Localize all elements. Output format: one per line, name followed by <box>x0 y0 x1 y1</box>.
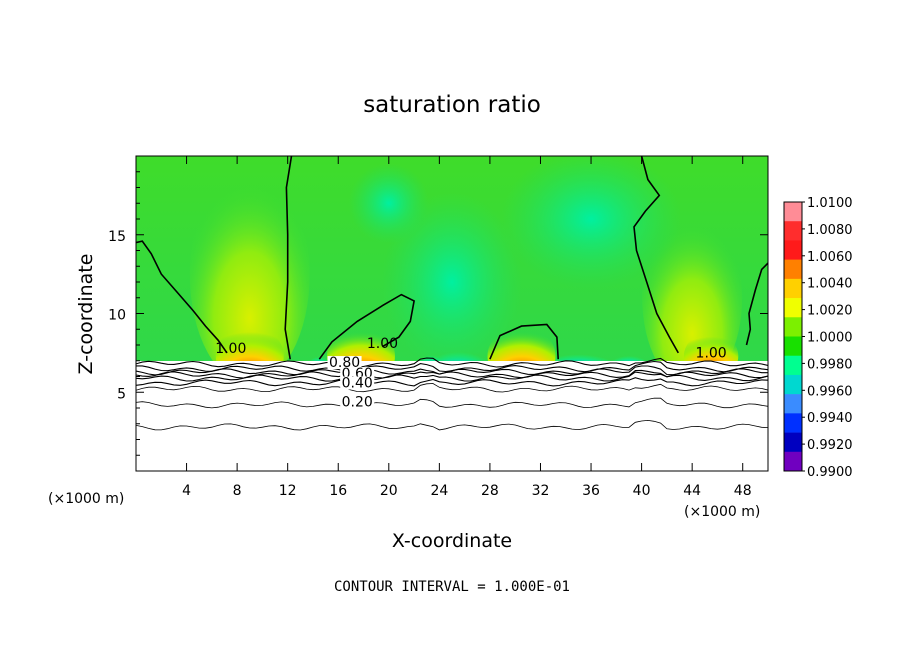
colorbar-swatch <box>784 221 802 241</box>
contour-lower-7 <box>136 397 768 409</box>
colorbar-label: 1.0060 <box>807 250 853 265</box>
colorbar-label: 1.0100 <box>807 196 853 211</box>
colorbar-swatch <box>784 240 802 260</box>
y-tick-label: 15 <box>108 229 126 245</box>
contour-lower-2 <box>136 365 768 376</box>
contour-lower-0 <box>136 357 768 368</box>
contour-label-0p80: 0.80 <box>329 355 360 371</box>
colorbar-swatch <box>784 374 802 395</box>
x-tick-label: 36 <box>582 483 600 499</box>
contour-label-bg <box>340 395 375 409</box>
contour-1p00-2 <box>318 293 415 360</box>
subsaturated-haze-0 <box>382 192 522 372</box>
contour-1p00-1 <box>284 156 293 360</box>
x-tick-label: 20 <box>380 483 398 499</box>
colorbar-label: 0.9980 <box>807 357 853 372</box>
contour-label-0p40: 0.40 <box>342 376 373 392</box>
x-unit-label-right: (×1000 m) <box>684 504 760 520</box>
contour-label-bg <box>340 376 375 390</box>
x-tick-label: 4 <box>182 483 191 499</box>
y-axis-title: Z-coordinate <box>75 254 97 375</box>
x-axis-title: X-coordinate <box>392 530 512 552</box>
colorbar-label: 1.0000 <box>807 331 853 346</box>
x-tick-label: 32 <box>532 483 550 499</box>
colorbar-label: 0.9960 <box>807 384 853 399</box>
contour-lower-8 <box>136 419 768 431</box>
contour-1p00-0 <box>136 240 228 354</box>
contour-lower-3 <box>136 369 768 379</box>
colorbar-swatch <box>784 432 802 453</box>
contour-label-1p00: 1.00 <box>696 346 727 362</box>
x-tick-label: 44 <box>683 483 701 499</box>
colorbar-swatch <box>784 278 802 299</box>
y-tick-label: 5 <box>117 386 126 402</box>
contour-label-1p00: 1.00 <box>367 336 398 352</box>
contour-lower-4 <box>136 371 768 382</box>
x-tick-label: 16 <box>329 483 347 499</box>
colorbar-label: 0.9900 <box>807 465 853 480</box>
plot-area: 1.00 1.001.000.800.600.400.20 <box>136 156 768 471</box>
contour-labels: 1.00 1.001.000.800.600.400.20 <box>215 336 727 410</box>
x-tick-label: 12 <box>279 483 297 499</box>
subsaturated-haze-1 <box>501 156 682 289</box>
colorbar-swatch <box>784 259 802 280</box>
contour-label-1p00: 1.00 <box>215 341 246 357</box>
subsaturated-haze-2 <box>348 163 429 244</box>
contour-interval-note: CONTOUR INTERVAL = 1.000E-01 <box>334 579 570 595</box>
colorbar-swatch <box>784 355 802 376</box>
chart-title: saturation ratio <box>363 92 541 118</box>
colorbar-swatch <box>784 317 802 337</box>
contour-lines <box>136 156 768 431</box>
colorbar-label: 1.0040 <box>807 277 853 292</box>
contour-label-bg <box>327 356 362 370</box>
contour-1p00-5 <box>745 262 768 346</box>
x-tick-label: 40 <box>633 483 651 499</box>
colorbar-label: 1.0080 <box>807 223 853 238</box>
dry-layer <box>136 361 768 471</box>
contour-lower-6 <box>136 383 768 393</box>
contour-lower-5 <box>136 377 768 387</box>
x-axis: 4 8 12 16 20 24 28 32 36 40 44 48 <box>182 156 752 499</box>
colorbar-swatch <box>784 394 802 414</box>
colorbar-swatch <box>784 202 802 222</box>
colorbar-swatch <box>784 451 802 472</box>
contour-1p00-3 <box>489 323 559 360</box>
colorbar-label: 1.0020 <box>807 304 853 319</box>
contour-1p00-4 <box>633 156 679 354</box>
contour-label-0p20: 0.20 <box>342 394 373 410</box>
x-unit-label: (×1000 m) <box>48 491 124 507</box>
x-tick-label: 8 <box>233 483 242 499</box>
colorbar: 1.0100 1.0080 1.0060 1.0040 1.0020 1.0000 0.99… <box>783 196 853 480</box>
colorbar-swatch <box>784 298 802 318</box>
colorbar-swatch <box>784 336 802 357</box>
x-tick-label: 28 <box>481 483 499 499</box>
colorbar-label: 0.9940 <box>807 411 853 426</box>
moist-haze-0 <box>189 164 310 385</box>
colorbar-swatch <box>784 413 802 433</box>
x-tick-label: 48 <box>734 483 752 499</box>
y-tick-label: 10 <box>108 308 126 324</box>
x-tick-label: 24 <box>430 483 448 499</box>
colorbar-label: 0.9920 <box>807 438 853 453</box>
y-axis: 5 10 15 <box>108 171 768 456</box>
